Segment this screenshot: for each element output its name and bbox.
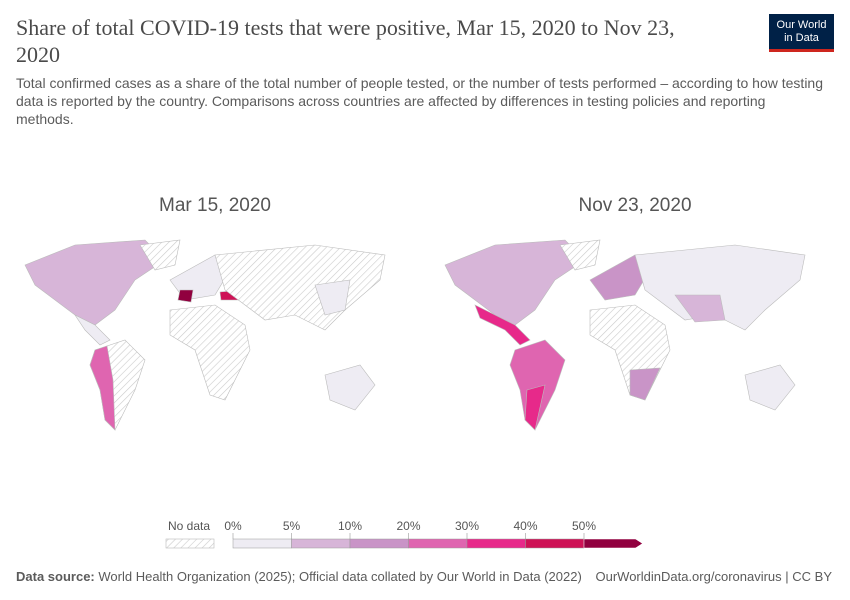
source: Data source: World Health Organization (…	[16, 569, 582, 584]
legend: 0% 5% 10% 20% 30% 40% 50%	[224, 519, 643, 549]
region	[314, 279, 351, 316]
map-title: Nov 23, 2020	[578, 195, 691, 216]
region	[177, 289, 194, 303]
legend-bin	[291, 538, 351, 549]
region	[629, 367, 661, 401]
legend-tick-label: 0%	[224, 519, 242, 533]
subtitle: Total confirmed cases as a share of the …	[16, 75, 824, 127]
legend-no-data-label: No data	[168, 519, 210, 533]
region	[674, 294, 726, 323]
legend-tick-label: 40%	[513, 519, 537, 533]
map-left	[24, 239, 386, 431]
region	[634, 244, 806, 331]
region	[324, 364, 376, 411]
legend-tick-label: 5%	[283, 519, 301, 533]
legend-tick-label: 50%	[572, 519, 596, 533]
legend-tick-label: 10%	[338, 519, 362, 533]
region	[214, 244, 386, 331]
region	[24, 239, 166, 326]
legend-bin	[232, 538, 292, 549]
legend-no-data	[165, 538, 215, 549]
region	[559, 239, 601, 271]
legend-tick-label: 30%	[455, 519, 479, 533]
map-right	[444, 239, 806, 431]
source-text: World Health Organization (2025); Offici…	[98, 569, 582, 584]
map-title: Mar 15, 2020	[159, 195, 271, 216]
region	[169, 304, 251, 401]
legend-bin	[525, 538, 585, 549]
region	[524, 384, 546, 431]
legend-bin	[408, 538, 468, 549]
url[interactable]: OurWorldinData.org/coronavirus | CC BY	[595, 569, 832, 584]
legend-tick-label: 20%	[396, 519, 420, 533]
source-label: Data source:	[16, 569, 95, 584]
logo[interactable]: Our World in Data	[769, 14, 834, 52]
region	[744, 364, 796, 411]
title: Share of total COVID-19 tests that were …	[16, 15, 675, 67]
region	[444, 239, 586, 326]
legend-bin	[583, 538, 643, 549]
region	[74, 314, 111, 346]
logo-text[interactable]: Our World	[776, 19, 827, 31]
legend-bin	[349, 538, 409, 549]
region	[89, 345, 116, 431]
region	[474, 304, 531, 346]
logo-text[interactable]: in Data	[784, 32, 819, 44]
region	[139, 239, 181, 271]
region	[589, 254, 651, 301]
legend-bin	[466, 538, 526, 549]
